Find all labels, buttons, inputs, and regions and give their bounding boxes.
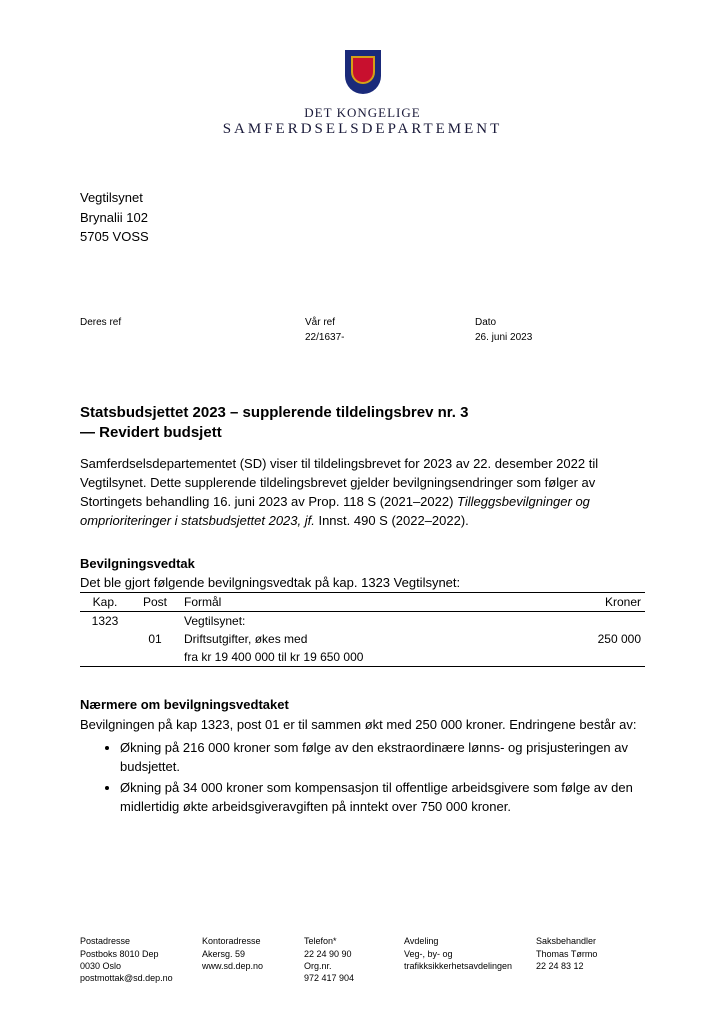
cell-kap	[80, 648, 130, 667]
naermere-text: Bevilgningen på kap 1323, post 01 er til…	[80, 716, 645, 735]
table-row: 1323 Vegtilsynet:	[80, 612, 645, 631]
ministry-logo: DET KONGELIGE SAMFERDSELSDEPARTEMENT	[80, 50, 645, 138]
intro-paragraph: Samferdselsdepartementet (SD) viser til …	[80, 455, 645, 530]
naermere-heading: Nærmere om bevilgningsvedtaket	[80, 697, 645, 712]
footer-telefon-l1: 22 24 90 90	[304, 948, 392, 960]
footer-post-l3: postmottak@sd.dep.no	[80, 972, 190, 984]
footer-avdeling-l2: trafikksikkerhetsavdelingen	[404, 960, 524, 972]
cell-formaal: Vegtilsynet:	[180, 612, 555, 631]
dato-value: 26. juni 2023	[475, 332, 625, 343]
footer-saks-l1: Thomas Tørmo	[536, 948, 636, 960]
footer-avdeling-heading: Avdeling	[404, 935, 524, 947]
footer-saks-l2: 22 24 83 12	[536, 960, 636, 972]
title-line1: Statsbudsjettet 2023 – supplerende tilde…	[80, 403, 645, 423]
dato-label: Dato	[475, 317, 625, 328]
recipient-name: Vegtilsynet	[80, 188, 645, 208]
footer-telefon-heading: Telefon*	[304, 935, 392, 947]
cell-formaal: Driftsutgifter, økes med	[180, 630, 555, 648]
footer-post-heading: Postadresse	[80, 935, 190, 947]
footer-block: Postadresse Postboks 8010 Dep 0030 Oslo …	[80, 935, 665, 984]
footer-telefon-l3: 972 417 904	[304, 972, 392, 984]
cell-kroner	[555, 612, 645, 631]
table-row: 01 Driftsutgifter, økes med 250 000	[80, 630, 645, 648]
deres-ref-label: Deres ref	[80, 317, 305, 328]
th-kroner: Kroner	[555, 593, 645, 612]
bevilgning-intro: Det ble gjort følgende bevilgningsvedtak…	[80, 575, 645, 590]
table-row: fra kr 19 400 000 til kr 19 650 000	[80, 648, 645, 667]
footer-kontor-heading: Kontoradresse	[202, 935, 292, 947]
ministry-name-line2: SAMFERDSELSDEPARTEMENT	[80, 121, 645, 138]
cell-kroner	[555, 648, 645, 667]
bevilgning-heading: Bevilgningsvedtak	[80, 556, 645, 571]
coat-of-arms-icon	[345, 50, 381, 94]
cell-post: 01	[130, 630, 180, 648]
budget-table: Kap. Post Formål Kroner 1323 Vegtilsynet…	[80, 592, 645, 667]
ministry-name-line1: DET KONGELIGE	[80, 105, 645, 121]
th-formaal: Formål	[180, 593, 555, 612]
list-item: Økning på 34 000 kroner som kompensasjon…	[120, 779, 645, 817]
cell-post	[130, 648, 180, 667]
list-item: Økning på 216 000 kroner som følge av de…	[120, 739, 645, 777]
footer-post-l1: Postboks 8010 Dep	[80, 948, 190, 960]
table-header-row: Kap. Post Formål Kroner	[80, 593, 645, 612]
footer-kontor-l3: www.sd.dep.no	[202, 960, 292, 972]
cell-formaal: fra kr 19 400 000 til kr 19 650 000	[180, 648, 555, 667]
footer-saks-heading: Saksbehandler	[536, 935, 636, 947]
vaar-ref-label: Vår ref	[305, 317, 475, 328]
th-post: Post	[130, 593, 180, 612]
recipient-block: Vegtilsynet Brynalii 102 5705 VOSS	[80, 188, 645, 247]
title-line2: — Revidert budsjett	[80, 423, 645, 443]
bullet-list: Økning på 216 000 kroner som følge av de…	[80, 739, 645, 816]
cell-post	[130, 612, 180, 631]
footer-kontor-l1: Akersg. 59	[202, 948, 292, 960]
th-kap: Kap.	[80, 593, 130, 612]
intro-part2: Innst. 490 S (2022–2022).	[315, 513, 469, 528]
cell-kap: 1323	[80, 612, 130, 631]
vaar-ref-value: 22/1637-	[305, 332, 475, 343]
document-title: Statsbudsjettet 2023 – supplerende tilde…	[80, 403, 645, 444]
cell-kap	[80, 630, 130, 648]
footer-avdeling-l1: Veg-, by- og	[404, 948, 524, 960]
recipient-street: Brynalii 102	[80, 208, 645, 228]
footer-post-l2: 0030 Oslo	[80, 960, 190, 972]
reference-row: Deres ref Vår ref 22/1637- Dato 26. juni…	[80, 317, 645, 343]
footer-telefon-l2: Org.nr.	[304, 960, 392, 972]
cell-kroner: 250 000	[555, 630, 645, 648]
recipient-city: 5705 VOSS	[80, 227, 645, 247]
